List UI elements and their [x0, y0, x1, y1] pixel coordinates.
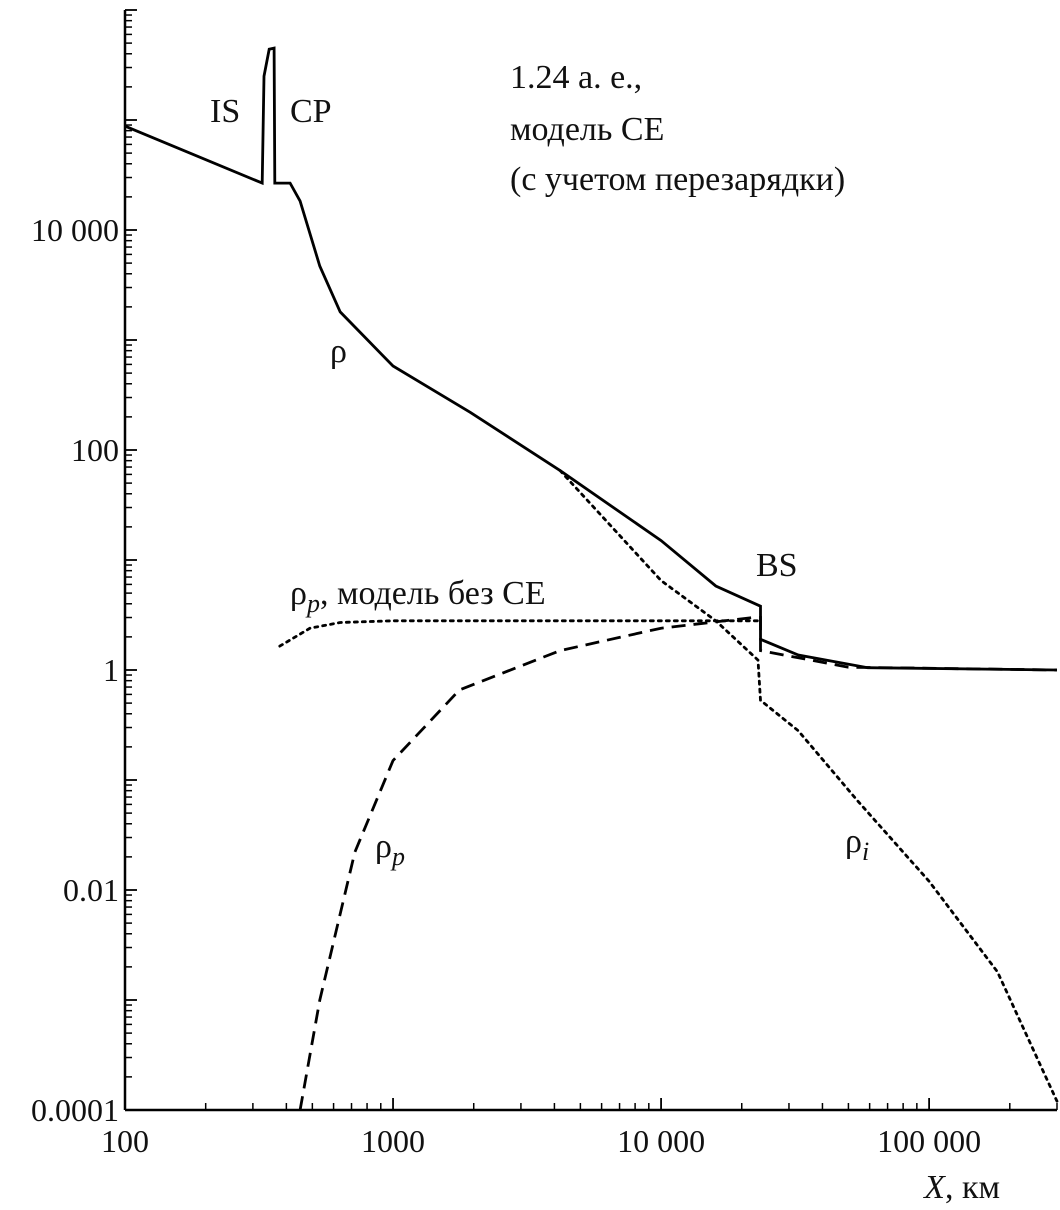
annotation: BS	[756, 547, 798, 584]
series-line	[298, 616, 1058, 1111]
series-name: ρ	[375, 828, 392, 865]
series-subscript: p	[305, 589, 320, 618]
series-label: ρp, модель без СЕ	[290, 575, 546, 618]
series-name: ρ	[845, 823, 862, 860]
x-tick-label: 1000	[361, 1123, 425, 1159]
series-line	[558, 469, 1059, 1103]
series-label: ρp	[375, 828, 405, 871]
x-axis-label: X, км	[922, 1169, 1000, 1206]
series-subscript: i	[862, 837, 869, 866]
annotation: 1.24 а. е.,	[510, 59, 642, 96]
annotation: (с учетом перезарядки)	[510, 161, 845, 198]
series-line	[278, 619, 760, 648]
series-line	[124, 46, 1058, 672]
y-tick-label: 1	[103, 652, 119, 688]
x-tick-label: 100 000	[877, 1123, 981, 1159]
series-name: ρ	[330, 333, 347, 370]
annotation: CP	[290, 93, 332, 130]
series-note: , модель без СЕ	[320, 575, 546, 612]
x-tick-label: 10 000	[617, 1123, 705, 1159]
series-label: ρ	[330, 333, 347, 370]
series-label: ρi	[845, 823, 869, 866]
x-tick-label: 100	[101, 1123, 149, 1159]
series-subscript: p	[390, 842, 405, 871]
series-name: ρ	[290, 575, 307, 612]
annotation: модель СЕ	[510, 111, 664, 148]
annotation: IS	[210, 93, 240, 130]
y-tick-label: 0.01	[63, 872, 119, 908]
y-tick-label: 0.0001	[31, 1092, 119, 1128]
x-axis-unit: , км	[945, 1169, 1000, 1206]
y-tick-label: 100	[71, 432, 119, 468]
x-axis-symbol: X	[922, 1169, 946, 1206]
y-tick-label: 10 000	[31, 212, 119, 248]
